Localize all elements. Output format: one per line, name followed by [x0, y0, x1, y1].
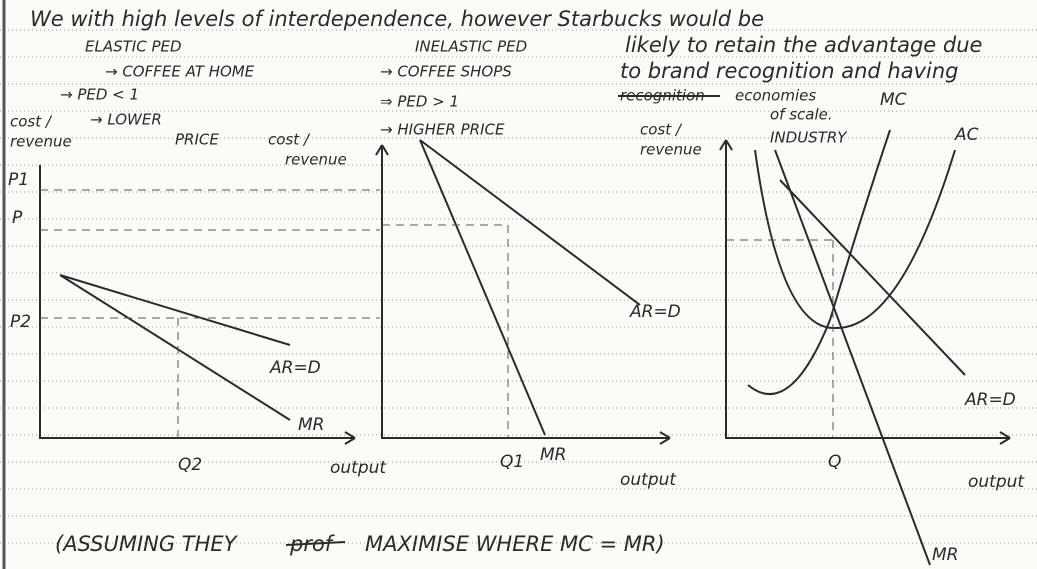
label: AC — [954, 125, 979, 145]
axis-label: cost / — [640, 121, 683, 139]
label: MR — [298, 415, 324, 435]
note: ELASTIC PED — [85, 38, 182, 56]
footer-text: MAXIMISE WHERE MC = MR) — [365, 532, 665, 556]
label: MR — [932, 545, 958, 565]
header-line: to brand recognition and having — [620, 59, 959, 83]
label: output — [620, 470, 677, 490]
header-line: likely to retain the advantage due — [625, 33, 982, 57]
axis-label: cost / — [10, 113, 53, 131]
note: → LOWER — [90, 111, 162, 129]
note: PRICE — [175, 131, 219, 149]
label: Q — [828, 452, 841, 472]
note: INELASTIC PED — [415, 38, 527, 56]
header-line: of scale. — [770, 106, 833, 124]
note: → PED < 1 — [60, 86, 139, 104]
footer-text: (ASSUMING THEY — [55, 532, 239, 556]
note: → COFFEE SHOPS — [380, 63, 512, 81]
note: ⇒ PED > 1 — [380, 93, 459, 111]
label: P — [12, 208, 23, 228]
label: AR=D — [269, 358, 321, 378]
label: AR=D — [964, 390, 1016, 410]
header-line: We with high levels of interdependence, … — [30, 7, 764, 31]
axis-label: cost / — [268, 131, 311, 149]
label: P1 — [8, 170, 29, 190]
notes-page: We with high levels of interdependence, … — [0, 0, 1037, 569]
axis-label: revenue — [285, 151, 347, 169]
diagram-industry — [720, 130, 1010, 565]
label: Q1 — [500, 452, 524, 472]
label: output — [968, 472, 1025, 492]
note: → COFFEE AT HOME — [105, 63, 255, 81]
label: MR — [540, 445, 566, 465]
label: AR=D — [629, 302, 681, 322]
axis-label: revenue — [10, 133, 72, 151]
label: output — [330, 458, 387, 478]
label: Q2 — [178, 455, 202, 475]
ruled-lines — [0, 0, 1037, 569]
diagram-elastic — [40, 165, 380, 444]
header-line: economies — [735, 87, 816, 105]
diagram-inelastic — [376, 140, 670, 444]
note: → HIGHER PRICE — [380, 121, 505, 139]
label: P2 — [10, 312, 31, 332]
axis-label: revenue — [640, 141, 702, 159]
label: MC — [880, 90, 907, 110]
note: INDUSTRY — [770, 129, 848, 147]
